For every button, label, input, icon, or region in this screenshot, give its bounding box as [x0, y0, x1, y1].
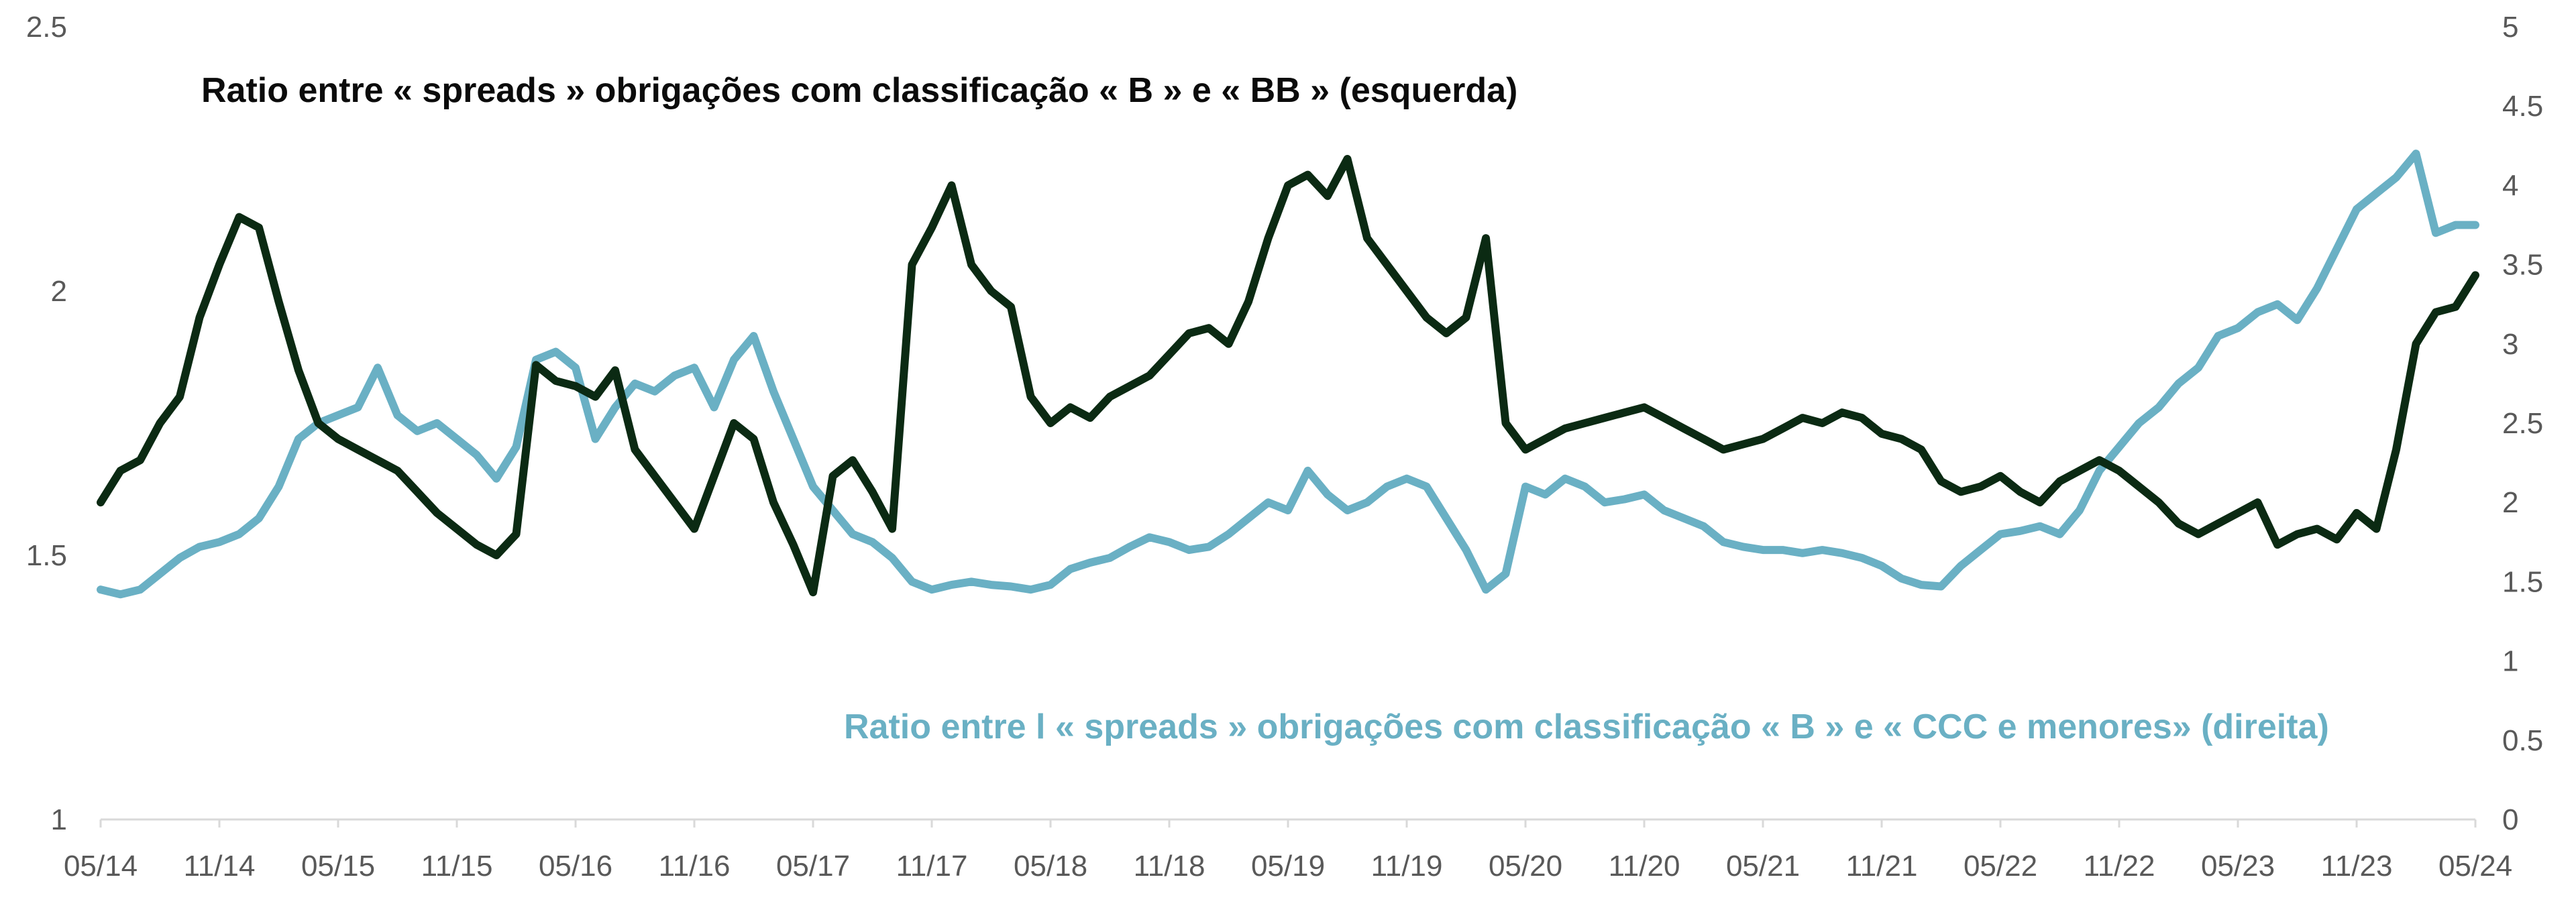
x-axis-tick-label: 05/17 [776, 850, 850, 883]
left-axis-tick-label: 1.5 [26, 539, 67, 572]
series-label-left: Ratio entre « spreads » obrigações com c… [201, 71, 1517, 110]
right-axis-tick-label: 2.5 [2502, 407, 2543, 440]
right-axis-tick-label: 0.5 [2502, 724, 2543, 757]
x-axis-tick-label: 05/24 [2438, 850, 2512, 883]
x-axis-tick-label: 11/19 [1371, 850, 1443, 883]
x-axis-tick-label: 05/23 [2201, 850, 2275, 883]
x-axis-tick-label: 05/20 [1489, 850, 1562, 883]
x-axis-tick-label: 11/14 [184, 850, 256, 883]
right-axis-ticks: 0 0.5 1 1.5 2 2.5 3 3.5 4 4.5 5 [2502, 11, 2543, 836]
left-axis-tick-label: 2.5 [26, 11, 67, 44]
x-axis-tick-label: 11/23 [2321, 850, 2393, 883]
x-axis-tick-label: 05/16 [539, 850, 612, 883]
left-axis-ticks: 1 1.5 2 2.5 [26, 11, 67, 836]
right-axis-tick-label: 4 [2502, 169, 2518, 202]
right-axis-tick-label: 3 [2502, 328, 2518, 361]
x-axis-tick-label: 05/22 [1964, 850, 2037, 883]
x-axis-tick-label: 11/18 [1134, 850, 1205, 883]
series-line-b-vs-ccc [97, 150, 2479, 599]
x-axis-tick-label: 05/19 [1251, 850, 1325, 883]
right-axis-tick-label: 1.5 [2502, 565, 2543, 598]
left-axis-tick-label: 2 [51, 275, 67, 308]
right-axis-tick-label: 4.5 [2502, 90, 2543, 123]
x-axis-tick-label: 11/20 [1609, 850, 1680, 883]
x-axis-tick-label: 05/21 [1726, 850, 1800, 883]
right-axis-tick-label: 2 [2502, 486, 2518, 519]
x-axis-tick-label: 11/22 [2084, 850, 2155, 883]
right-axis-tick-label: 3.5 [2502, 249, 2543, 282]
x-axis-tick-label: 05/18 [1014, 850, 1087, 883]
right-axis-tick-label: 5 [2502, 11, 2518, 44]
left-axis-tick-label: 1 [51, 803, 67, 836]
x-axis-ticks: 05/14 11/14 05/15 11/15 05/16 11/16 05/17 11/17… [64, 819, 2512, 883]
x-axis-tick-label: 11/17 [896, 850, 968, 883]
x-axis-tick-label: 05/14 [64, 850, 138, 883]
x-axis-tick-label: 11/16 [659, 850, 731, 883]
series-line-b-vs-bb [97, 155, 2479, 597]
right-axis-tick-label: 1 [2502, 645, 2518, 678]
x-axis-tick-label: 11/21 [1846, 850, 1918, 883]
series-label-right: Ratio entre l « spreads » obrigações com… [844, 707, 2329, 746]
x-axis-tick-label: 11/15 [421, 850, 493, 883]
series-lines [97, 150, 2479, 599]
x-axis-tick-label: 05/15 [301, 850, 375, 883]
right-axis-tick-label: 0 [2502, 803, 2518, 836]
